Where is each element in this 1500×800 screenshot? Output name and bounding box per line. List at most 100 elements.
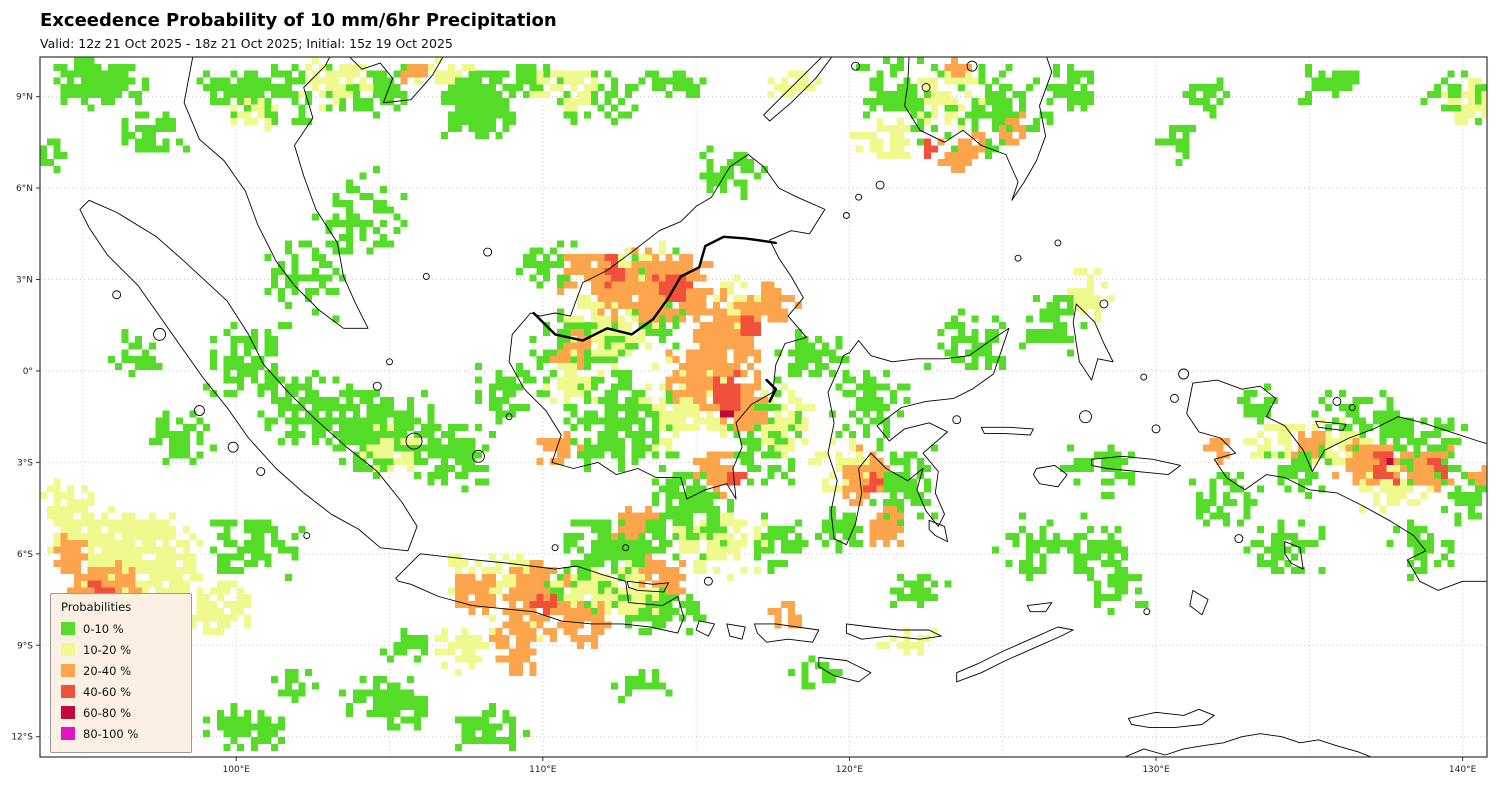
graticule-gridlines	[40, 57, 1487, 757]
y-axis-tick-label: 9°N	[16, 93, 33, 103]
coastline	[1127, 708, 1215, 729]
coastline	[845, 623, 942, 640]
coastline	[904, 57, 1053, 201]
small-island-outline	[1143, 608, 1151, 616]
y-axis-tick-label: 3°N	[16, 276, 33, 286]
coastline	[1091, 455, 1182, 476]
legend-item: 0-10 %	[61, 618, 183, 639]
small-island-outline	[153, 327, 167, 341]
y-axis-tick-label: 6°S	[17, 550, 33, 560]
y-axis-tick-label: 6°N	[16, 184, 33, 194]
small-island-outline	[405, 432, 423, 450]
small-island-outline	[112, 290, 122, 300]
small-island-outline	[1140, 373, 1148, 381]
legend-item-label: 0-10 %	[83, 621, 124, 636]
legend-color-swatch	[61, 727, 75, 740]
legend-item-label: 80-100 %	[83, 726, 139, 741]
legend-title: Probabilities	[61, 600, 132, 614]
coastline	[626, 580, 669, 593]
coastline	[1026, 602, 1053, 613]
x-axis-tick-label: 110°E	[529, 765, 557, 775]
coastline	[79, 199, 418, 552]
coastline	[753, 623, 820, 643]
coastline	[980, 426, 1034, 436]
small-island-outline	[505, 413, 513, 421]
country-border-line	[765, 378, 778, 403]
country-border-line	[532, 235, 777, 342]
small-island-outline	[386, 358, 393, 366]
legend-color-swatch	[61, 685, 75, 698]
coastline	[1072, 303, 1114, 381]
small-island-outline	[193, 405, 205, 417]
small-island-outline	[921, 83, 931, 92]
legend-item-label: 10-20 %	[83, 642, 131, 657]
coastline	[1189, 589, 1209, 616]
legend-item-label: 40-60 %	[83, 684, 131, 699]
small-island-outline	[471, 449, 485, 463]
coastline	[928, 519, 948, 543]
small-island-outline	[851, 61, 861, 71]
coastline	[183, 57, 369, 329]
y-axis-tick-label: 12°S	[11, 733, 33, 743]
legend-items: 0-10 % 10-20 % 20-40 % 40-60 % 60-80 % 80-100…	[61, 618, 183, 744]
coastline	[763, 57, 833, 122]
legend-item: 60-80 %	[61, 702, 183, 723]
legend-item-label: 60-80 %	[83, 705, 131, 720]
small-island-outline	[227, 441, 239, 453]
coastline	[1124, 733, 1372, 757]
coastline	[1032, 464, 1068, 488]
small-island-outline	[1014, 254, 1022, 262]
axis-tick-labels: 9°N 6°N 3°N 0° 3°S 6°S 9°S 12°S 100°E 110°E 120°E 1…	[11, 93, 1476, 775]
small-island-outline	[422, 273, 430, 280]
small-island-outline	[303, 532, 311, 539]
coastline	[726, 623, 746, 640]
small-island-outline	[966, 60, 978, 72]
small-island-outline	[875, 180, 885, 190]
page-title: Exceedence Probability of 10 mm/6hr Prec…	[40, 10, 557, 31]
legend-item: 40-60 %	[61, 681, 183, 702]
x-axis-tick-label: 120°E	[836, 765, 864, 775]
small-island-outline	[483, 247, 493, 257]
coastline	[508, 154, 826, 500]
coastlines	[79, 57, 1487, 757]
coastline	[956, 626, 1074, 683]
x-axis-tick-label: 100°E	[223, 765, 251, 775]
coastline	[1284, 541, 1304, 570]
coastline	[1315, 420, 1347, 431]
map-frame	[39, 56, 1488, 758]
legend-item: 10-20 %	[61, 639, 183, 660]
valid-time-subtitle: Valid: 12z 21 Oct 2025 - 18z 21 Oct 2025…	[40, 36, 453, 51]
coastline	[818, 657, 872, 683]
legend-item-label: 20-40 %	[83, 663, 131, 678]
small-island-outline	[1054, 239, 1062, 247]
small-island-outline	[703, 576, 713, 586]
small-island-outline	[1234, 534, 1244, 544]
small-island-outline	[1099, 299, 1109, 309]
y-axis-tick-label: 3°S	[17, 458, 33, 468]
small-island-outline	[551, 544, 559, 552]
y-axis-tick-label: 9°S	[17, 641, 33, 651]
x-axis-tick-label: 140°E	[1449, 765, 1477, 775]
map-legend: Probabilities 0-10 % 10-20 % 20-40 % 40-60 …	[50, 593, 192, 753]
small-island-outline	[952, 415, 962, 425]
small-island-outline	[1151, 424, 1161, 434]
legend-color-swatch	[61, 643, 75, 656]
legend-item: 20-40 %	[61, 660, 183, 681]
small-island-outline	[1348, 404, 1356, 411]
x-axis-tick-label: 130°E	[1142, 765, 1170, 775]
coastline	[348, 57, 444, 104]
coastline	[827, 327, 1010, 546]
small-island-outline	[1178, 368, 1190, 380]
y-axis-tick-label: 0°	[23, 367, 33, 377]
coastline	[395, 553, 685, 634]
coastline	[695, 620, 715, 637]
legend-color-swatch	[61, 706, 75, 719]
small-island-outline	[256, 467, 266, 476]
small-island-outline	[1169, 393, 1179, 403]
small-island-outline	[842, 212, 850, 219]
legend-item: 80-100 %	[61, 723, 183, 744]
legend-color-swatch	[61, 622, 75, 635]
coastline	[1186, 379, 1487, 591]
small-island-outline	[855, 193, 863, 201]
